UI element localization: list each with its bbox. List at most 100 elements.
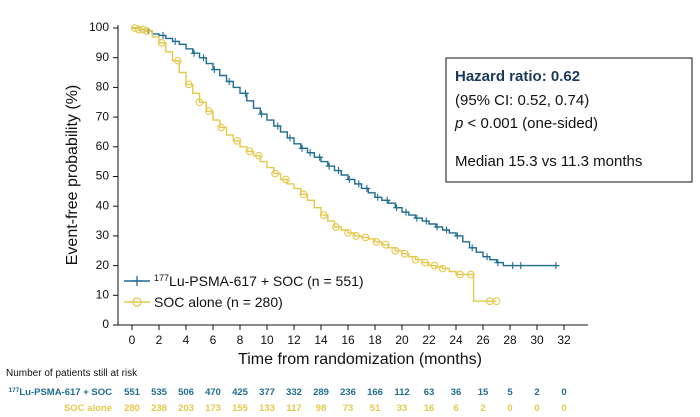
risk-value: 470 xyxy=(205,387,221,398)
x-tick-label: 14 xyxy=(314,333,328,347)
y-ticks: 0 10 20 30 40 50 60 70 80 90 100 xyxy=(89,20,118,331)
x-tick-label: 2 xyxy=(156,333,163,347)
risk-row-soc-label: SOC alone xyxy=(64,403,112,414)
y-tick-label: 100 xyxy=(89,20,109,34)
y-tick-label: 10 xyxy=(96,287,110,301)
x-tick-label: 22 xyxy=(422,333,436,347)
p-value-text: < 0.001 (one-sided) xyxy=(463,115,598,132)
curve-soc xyxy=(132,28,497,301)
risk-value: 51 xyxy=(370,403,381,414)
censor-mark-lu xyxy=(326,163,333,170)
risk-value: 0 xyxy=(561,403,566,414)
y-tick-label: 40 xyxy=(96,198,110,212)
censor-mark-lu xyxy=(316,154,323,161)
risk-value: 2 xyxy=(534,387,539,398)
legend-lu-marker xyxy=(132,276,142,286)
risk-value: 155 xyxy=(232,403,249,414)
risk-table: Number of patients still at risk 177Lu-P… xyxy=(6,368,567,414)
censor-mark-lu xyxy=(393,204,400,211)
risk-value: 280 xyxy=(124,403,140,414)
risk-value: 506 xyxy=(178,387,194,398)
hazard-ratio-label: Hazard ratio: 0.62 xyxy=(455,68,580,85)
p-symbol: p xyxy=(454,115,463,132)
risk-row-lu-label: 177Lu-PSMA-617 + SOC xyxy=(8,387,112,398)
risk-value: 5 xyxy=(507,387,513,398)
legend-lu-name: Lu-PSMA-617 + SOC (n = 551) xyxy=(169,273,364,289)
x-tick-label: 28 xyxy=(503,333,517,347)
x-tick-label: 0 xyxy=(129,333,136,347)
risk-value: 203 xyxy=(178,403,194,414)
legend-soc-label: SOC alone (n = 280) xyxy=(154,294,283,310)
x-tick-label: 16 xyxy=(341,333,355,347)
x-ticks: 0 2 4 6 8 10 12 14 16 18 20 22 24 26 28 30 32 xyxy=(129,325,571,347)
risk-value: 425 xyxy=(232,387,249,398)
x-tick-label: 32 xyxy=(557,333,571,347)
x-tick-label: 10 xyxy=(260,333,274,347)
risk-value: 0 xyxy=(507,403,512,414)
x-axis-title: Time from randomization (months) xyxy=(238,351,482,368)
x-tick-label: 6 xyxy=(210,333,217,347)
censor-mark-lu xyxy=(517,262,524,269)
legend-lu-label: 177Lu-PSMA-617 + SOC (n = 551) xyxy=(154,273,364,289)
censor-mark-lu xyxy=(258,111,265,118)
risk-value: 332 xyxy=(286,387,302,398)
risk-value: 0 xyxy=(561,387,566,398)
risk-value: 98 xyxy=(316,403,327,414)
p-value-label: p < 0.001 (one-sided) xyxy=(454,115,598,132)
y-tick-label: 50 xyxy=(96,169,110,183)
risk-value: 535 xyxy=(151,387,168,398)
legend-lu-sup: 177 xyxy=(154,273,169,283)
risk-value: 16 xyxy=(424,403,435,414)
risk-value: 6 xyxy=(453,403,458,414)
risk-value: 2 xyxy=(480,403,485,414)
risk-table-title: Number of patients still at risk xyxy=(6,368,138,379)
risk-value: 15 xyxy=(478,387,489,398)
median-label: Median 15.3 vs 11.3 months xyxy=(455,153,642,170)
risk-value: 173 xyxy=(205,403,221,414)
hazard-ratio-box: Hazard ratio: 0.62 (95% CI: 0.52, 0.74) … xyxy=(446,58,692,182)
censor-mark-lu xyxy=(346,176,353,183)
y-tick-label: 20 xyxy=(96,258,110,272)
risk-row-lu-sup: 177 xyxy=(8,387,19,394)
y-axis-title: Event-free probability (%) xyxy=(64,85,81,266)
risk-value: 289 xyxy=(313,387,329,398)
risk-row-lu-name: Lu-PSMA-617 + SOC xyxy=(19,387,112,398)
y-tick-label: 60 xyxy=(96,139,110,153)
x-tick-label: 12 xyxy=(287,333,301,347)
censor-mark-lu xyxy=(363,185,370,192)
risk-value: 33 xyxy=(397,403,408,414)
censor-mark-lu xyxy=(552,262,559,269)
y-tick-label: 80 xyxy=(96,80,110,94)
x-tick-label: 18 xyxy=(368,333,382,347)
km-chart: 0102030405060708090100 0 2 4 6 8 10 12 14 16 18 20… xyxy=(0,0,700,417)
risk-value: 63 xyxy=(424,387,435,398)
x-tick-label: 30 xyxy=(530,333,544,347)
y-tick-label: 30 xyxy=(96,228,110,242)
x-tick-label: 24 xyxy=(449,333,463,347)
risk-value: 117 xyxy=(286,403,301,414)
x-tick-label: 8 xyxy=(237,333,244,347)
y-tick-label: 0 xyxy=(102,317,109,331)
x-tick-label: 4 xyxy=(183,333,190,347)
censor-mark-lu xyxy=(211,66,218,73)
censor-mark-lu xyxy=(191,50,198,57)
risk-value: 236 xyxy=(340,387,356,398)
risk-value: 73 xyxy=(343,403,354,414)
censor-mark-lu xyxy=(242,90,249,97)
risk-value: 551 xyxy=(124,387,141,398)
censor-mark-lu xyxy=(299,145,306,152)
risk-value: 0 xyxy=(534,403,539,414)
risk-value: 166 xyxy=(367,387,383,398)
censor-mark-lu xyxy=(509,262,516,269)
ci-label: (95% CI: 0.52, 0.74) xyxy=(455,92,589,109)
risk-value: 133 xyxy=(259,403,275,414)
risk-values: 551 535 506 470 425 377 332 289 236 166 112 63 36 15 5… xyxy=(124,387,567,414)
x-tick-label: 20 xyxy=(395,333,409,347)
y-tick-label: 70 xyxy=(96,109,110,123)
y-tick-label: 90 xyxy=(96,50,110,64)
risk-value: 238 xyxy=(151,403,167,414)
risk-value: 112 xyxy=(394,387,409,398)
risk-value: 36 xyxy=(451,387,462,398)
legend: 177Lu-PSMA-617 + SOC (n = 551) SOC alone… xyxy=(124,273,364,310)
risk-value: 377 xyxy=(259,387,275,398)
